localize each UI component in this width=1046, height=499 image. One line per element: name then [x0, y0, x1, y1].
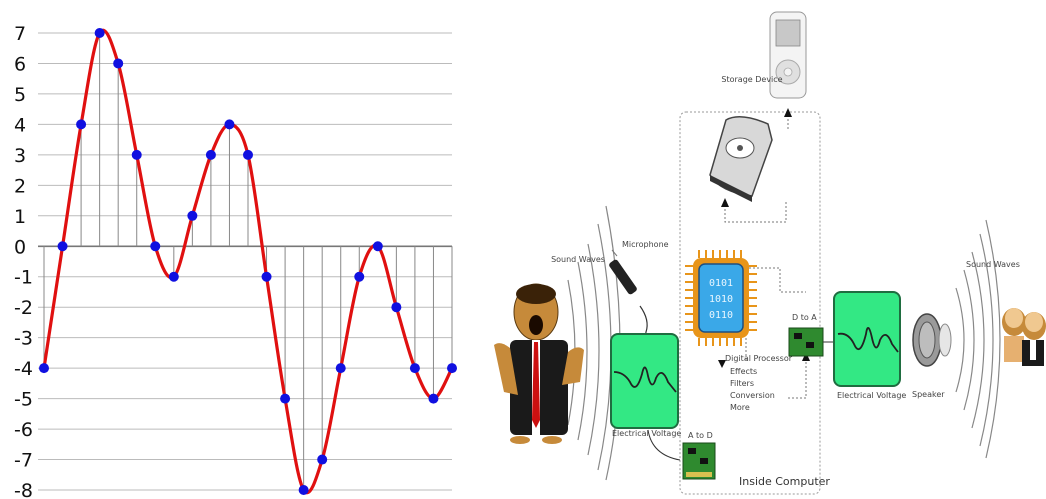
dashed-connectors [724, 115, 807, 399]
y-tick-label: 6 [14, 53, 26, 75]
y-tick-label: 2 [14, 175, 26, 197]
sample-point [372, 241, 383, 252]
electrical-voltage-right-label: Electrical Voltage [837, 391, 906, 400]
speaker-label: Speaker [912, 390, 945, 399]
y-tick-label: 4 [14, 114, 26, 136]
y-tick-label: 3 [14, 145, 26, 167]
sound-waves-left-label: Sound Waves [551, 255, 605, 264]
sample-point [76, 119, 87, 130]
chip-bits-2: 1010 [709, 294, 733, 305]
audio-processing-diagram: 0101 1010 0110 [494, 11, 1046, 495]
electrical-voltage-left-label: Electrical Voltage [612, 429, 681, 438]
digital-processor-label: Digital Processor [725, 354, 793, 363]
chart-y-tick-labels: 7 6 5 4 3 2 1 0 -1 -2 -3 -4 -5 -6 -7 -8 [14, 23, 33, 499]
sound-waves-right-icon [955, 219, 1001, 459]
sampled-signal-chart: 7 6 5 4 3 2 1 0 -1 -2 -3 -4 -5 -6 -7 -8 [14, 23, 457, 499]
storage-device-label: Storage Device [721, 75, 782, 84]
sample-point [131, 149, 142, 160]
y-tick-label: 7 [14, 23, 26, 45]
y-tick-label: 0 [14, 236, 26, 258]
y-tick-label: -8 [14, 480, 33, 499]
shouting-man-icon [494, 283, 584, 444]
listening-people-icon [1002, 308, 1046, 366]
sample-point [243, 149, 253, 160]
sample-point [57, 241, 68, 252]
sample-point [187, 210, 198, 221]
y-tick-label: -2 [14, 297, 33, 319]
sample-point [224, 119, 235, 130]
chip-bits-3: 0110 [709, 310, 733, 321]
chart-sample-stems [43, 33, 453, 490]
electrical-voltage-left-scope [610, 333, 679, 429]
sample-point [317, 454, 328, 465]
sample-point [168, 271, 179, 282]
sound-waves-right-label: Sound Waves [966, 260, 1020, 269]
d-to-a-label: D to A [792, 313, 817, 322]
sample-point [447, 363, 457, 374]
y-tick-label: -6 [14, 419, 33, 441]
inside-computer-label: Inside Computer [739, 475, 830, 488]
y-tick-label: -3 [14, 328, 33, 350]
y-tick-label: 1 [14, 206, 26, 228]
electrical-voltage-right-scope [833, 291, 901, 387]
sample-point [428, 393, 439, 404]
dsp-item-effects: Effects [730, 367, 757, 376]
dsp-item-conversion: Conversion [730, 391, 775, 400]
sample-point [150, 241, 161, 252]
hard-drive-icon [709, 116, 773, 202]
sample-point [261, 271, 272, 282]
y-tick-label: -1 [14, 267, 33, 289]
sample-point [298, 485, 309, 495]
chart-signal-curve [42, 28, 454, 495]
d-to-a-card-icon [788, 327, 834, 357]
sample-point [280, 393, 291, 404]
speaker-icon [912, 313, 952, 367]
y-tick-label: 5 [14, 84, 26, 106]
sample-point [205, 149, 216, 160]
chart-sample-points [39, 28, 457, 495]
inside-computer-box [679, 111, 821, 495]
sample-point [94, 28, 105, 38]
y-tick-label: -4 [14, 358, 33, 380]
sample-point [354, 271, 365, 282]
dsp-item-more: More [730, 403, 750, 412]
chip-bits-1: 0101 [709, 278, 733, 289]
microphone-label: Microphone [622, 240, 669, 249]
sample-point [409, 363, 420, 374]
y-tick-label: -7 [14, 450, 33, 472]
a-to-d-label: A to D [688, 431, 713, 440]
sample-point [391, 302, 402, 313]
ipod-storage-icon [769, 11, 807, 99]
sample-point [113, 58, 124, 69]
y-tick-label: -5 [14, 389, 33, 411]
dsp-item-filters: Filters [730, 379, 754, 388]
a-to-d-card-icon [647, 429, 716, 480]
digital-processor-chip-icon: 0101 1010 0110 [685, 250, 757, 346]
sample-point [335, 363, 346, 374]
sample-point [39, 363, 49, 374]
